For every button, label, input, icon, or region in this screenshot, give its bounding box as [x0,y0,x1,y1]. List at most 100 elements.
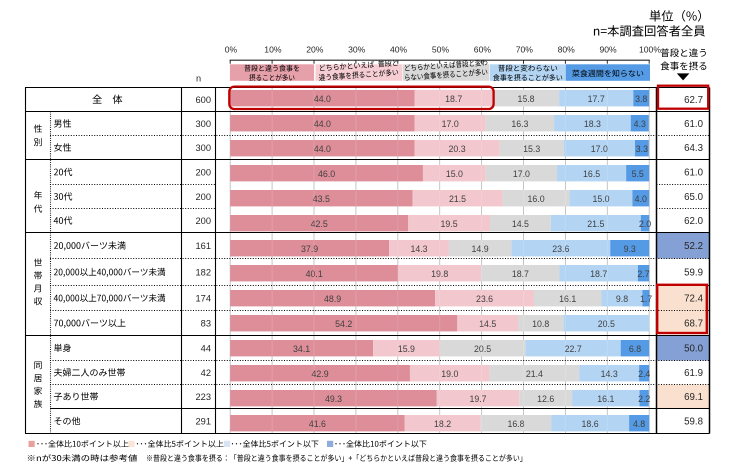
svg-text:42.5: 42.5 [311,219,328,229]
svg-text:19.8: 19.8 [431,269,448,279]
svg-text:44.0: 44.0 [314,94,331,104]
svg-text:61.0: 61.0 [684,168,703,179]
svg-text:72.4: 72.4 [684,294,703,305]
svg-text:21.5: 21.5 [587,219,604,229]
svg-text:43.5: 43.5 [313,194,330,204]
svg-text:60%: 60% [474,44,492,54]
svg-text:44: 44 [201,343,211,353]
svg-text:34.1: 34.1 [293,344,310,354]
svg-text:12.6: 12.6 [537,394,554,404]
svg-text:18.7: 18.7 [445,94,462,104]
svg-text:61.0: 61.0 [684,119,703,130]
svg-text:14.5: 14.5 [512,219,529,229]
svg-text:14.5: 14.5 [479,319,496,329]
svg-text:14.9: 14.9 [472,244,489,254]
svg-text:200: 200 [195,216,211,226]
svg-text:21.5: 21.5 [449,194,466,204]
svg-text:40%: 40% [390,44,408,54]
svg-text:3.8: 3.8 [635,94,647,104]
svg-text:49.3: 49.3 [325,394,342,404]
svg-text:0%: 0% [225,44,238,54]
svg-text:62.7: 62.7 [684,95,703,106]
svg-text:4.8: 4.8 [633,419,645,429]
svg-text:4.0: 4.0 [635,194,647,204]
svg-text:48.9: 48.9 [324,294,341,304]
svg-text:80%: 80% [558,44,576,54]
svg-text:68.7: 68.7 [684,319,703,330]
svg-text:2.2: 2.2 [638,394,650,404]
svg-text:20.3: 20.3 [449,144,466,154]
svg-text:n: n [196,74,201,84]
svg-text:69.1: 69.1 [684,392,703,403]
svg-text:30%: 30% [348,44,366,54]
svg-text:19.0: 19.0 [441,369,458,379]
svg-text:18.2: 18.2 [434,419,451,429]
svg-text:9.8: 9.8 [616,294,628,304]
svg-text:21.4: 21.4 [526,369,543,379]
svg-text:1.7: 1.7 [640,294,652,304]
svg-text:2.7: 2.7 [637,269,649,279]
svg-text:15.8: 15.8 [517,94,534,104]
svg-text:59.8: 59.8 [684,417,703,428]
svg-text:600: 600 [195,95,211,105]
svg-text:23.6: 23.6 [552,244,569,254]
svg-text:5.5: 5.5 [632,169,644,179]
svg-text:37.9: 37.9 [301,244,318,254]
svg-text:16.1: 16.1 [597,394,614,404]
svg-text:19.7: 19.7 [469,394,486,404]
svg-text:16.3: 16.3 [511,119,528,129]
svg-text:200: 200 [195,192,211,202]
svg-text:18.7: 18.7 [512,269,529,279]
svg-text:65.0: 65.0 [684,192,703,203]
svg-text:4.3: 4.3 [634,119,646,129]
svg-text:23.6: 23.6 [476,294,493,304]
svg-text:19.5: 19.5 [441,219,458,229]
svg-text:18.7: 18.7 [590,269,607,279]
svg-text:17.0: 17.0 [591,144,608,154]
svg-text:18.6: 18.6 [582,419,599,429]
svg-text:20.5: 20.5 [598,319,615,329]
svg-text:3.3: 3.3 [636,144,648,154]
svg-text:42: 42 [201,368,211,378]
svg-text:6.8: 6.8 [629,344,641,354]
svg-text:40.1: 40.1 [306,269,323,279]
svg-text:14.3: 14.3 [601,369,618,379]
svg-text:61.9: 61.9 [684,368,703,379]
svg-text:42.9: 42.9 [312,369,329,379]
svg-text:64.3: 64.3 [684,143,703,154]
svg-text:15.0: 15.0 [446,169,463,179]
svg-text:15.9: 15.9 [398,344,415,354]
svg-text:300: 300 [195,143,211,153]
svg-text:10%: 10% [264,44,282,54]
svg-text:10.8: 10.8 [532,319,549,329]
svg-text:90%: 90% [599,44,617,54]
svg-text:14.3: 14.3 [410,244,427,254]
svg-text:20%: 20% [306,44,324,54]
svg-text:291: 291 [195,416,211,426]
svg-text:174: 174 [195,293,211,303]
svg-text:22.7: 22.7 [565,344,582,354]
svg-text:62.0: 62.0 [684,216,703,227]
svg-text:2.4: 2.4 [638,369,650,379]
svg-text:161: 161 [195,241,211,251]
svg-text:17.0: 17.0 [442,119,459,129]
svg-text:300: 300 [195,119,211,129]
svg-text:44.0: 44.0 [314,119,331,129]
svg-text:52.2: 52.2 [684,241,703,252]
svg-text:20.5: 20.5 [474,344,491,354]
svg-text:44.0: 44.0 [314,144,331,154]
svg-text:2.0: 2.0 [639,219,651,229]
svg-text:15.3: 15.3 [523,144,540,154]
svg-text:100%: 100% [639,44,661,54]
svg-text:50%: 50% [432,44,450,54]
svg-text:17.7: 17.7 [588,94,605,104]
svg-text:70%: 70% [516,44,534,54]
svg-text:54.2: 54.2 [335,319,352,329]
svg-text:50.0: 50.0 [684,344,703,355]
svg-text:16.0: 16.0 [528,194,545,204]
svg-text:223: 223 [195,392,211,402]
svg-text:83: 83 [201,318,211,328]
svg-text:16.1: 16.1 [559,294,576,304]
svg-text:15.0: 15.0 [592,194,609,204]
svg-text:182: 182 [195,267,211,277]
